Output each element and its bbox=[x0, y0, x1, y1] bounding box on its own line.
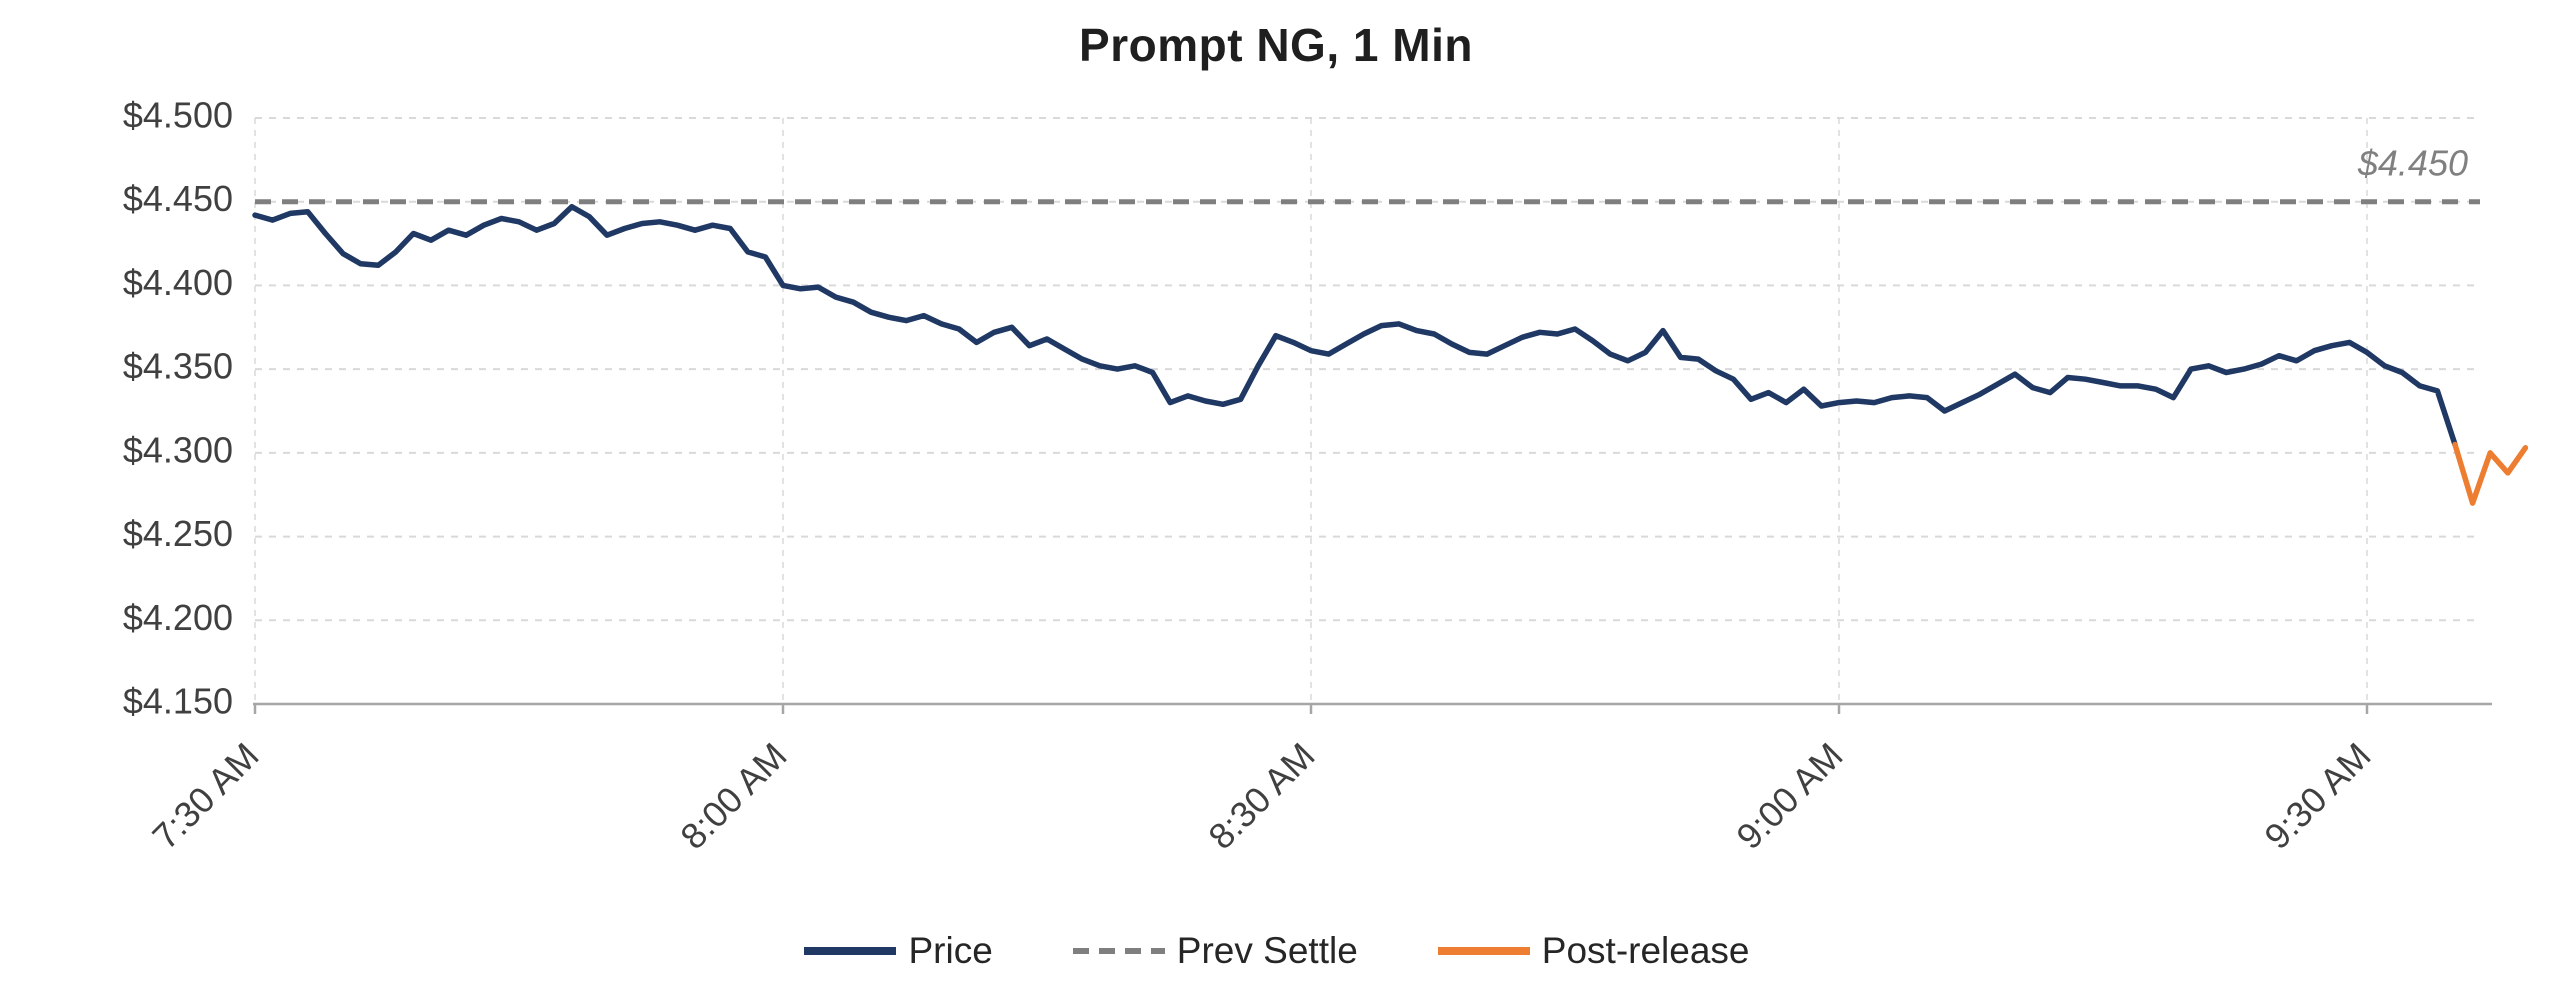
legend-label-price: Price bbox=[908, 930, 993, 971]
legend-item-prev-settle: Prev Settle bbox=[1071, 930, 1358, 972]
legend-label-prev-settle: Prev Settle bbox=[1176, 930, 1358, 971]
x-axis-tick-label: 8:00 AM bbox=[672, 735, 794, 857]
y-axis-tick-label: $4.500 bbox=[123, 95, 233, 136]
x-axis-tick-label: 9:30 AM bbox=[2256, 735, 2378, 857]
x-axis-tick-label: 9:00 AM bbox=[1728, 735, 1850, 857]
price-line bbox=[252, 203, 2458, 448]
legend-label-post-release: Post-release bbox=[1541, 930, 1750, 971]
post-release-line bbox=[2452, 441, 2529, 506]
chart-legend: Price Prev Settle Post-release bbox=[0, 930, 2552, 972]
y-axis-tick-label: $4.350 bbox=[123, 346, 233, 387]
price-line-sample-icon bbox=[804, 947, 897, 955]
y-axis-tick-label: $4.200 bbox=[123, 597, 233, 638]
post-release-line-sample-icon bbox=[1437, 947, 1530, 955]
y-axis-tick-label: $4.300 bbox=[123, 429, 233, 470]
chart-title: Prompt NG, 1 Min bbox=[1079, 19, 1473, 71]
price-chart: $4.500 $4.450 $4.400 $4.350 $4.300 $4.250 $4.2… bbox=[123, 95, 2529, 857]
prev-settle-line-sample-icon bbox=[1072, 948, 1165, 954]
y-axis-tick-label: $4.250 bbox=[123, 513, 233, 554]
legend-item-price: Price bbox=[802, 930, 993, 972]
prev-settle-value-label: $4.450 bbox=[2357, 143, 2468, 184]
legend-item-post-release: Post-release bbox=[1436, 930, 1750, 972]
x-axis-tick-label: 8:30 AM bbox=[1200, 735, 1322, 857]
x-axis-tick-label: 7:30 AM bbox=[144, 735, 266, 857]
y-axis-tick-label: $4.150 bbox=[123, 681, 233, 722]
y-axis-tick-label: $4.400 bbox=[123, 262, 233, 303]
y-axis-tick-label: $4.450 bbox=[123, 178, 233, 219]
